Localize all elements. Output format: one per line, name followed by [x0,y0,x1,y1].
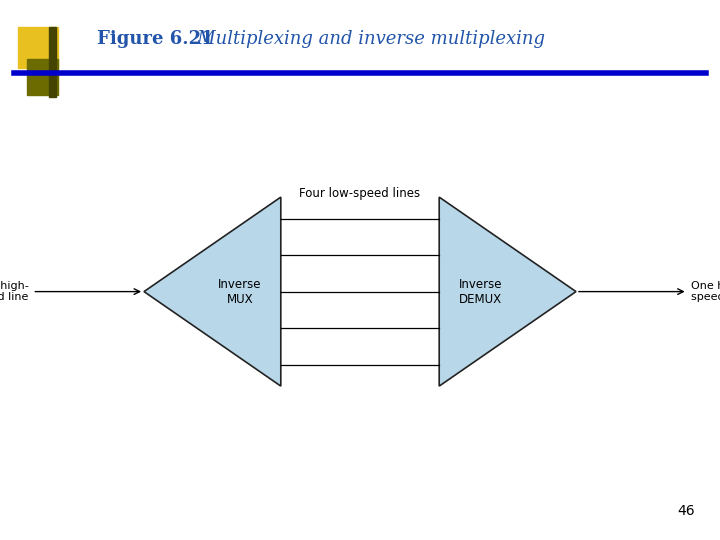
Polygon shape [144,197,281,386]
Text: Four low-speed lines: Four low-speed lines [300,187,420,200]
Bar [49,27,56,97]
Text: Figure 6.21: Figure 6.21 [97,30,214,48]
Bar [18,27,58,68]
Bar [27,59,58,94]
Text: Inverse
DEMUX: Inverse DEMUX [459,278,502,306]
Text: Multiplexing and inverse multiplexing: Multiplexing and inverse multiplexing [180,30,545,48]
Text: One high-
speed line: One high- speed line [691,281,720,302]
Text: 46: 46 [678,504,695,518]
Text: One high-
speed line: One high- speed line [0,281,29,302]
Text: Inverse
MUX: Inverse MUX [218,278,261,306]
Polygon shape [439,197,576,386]
